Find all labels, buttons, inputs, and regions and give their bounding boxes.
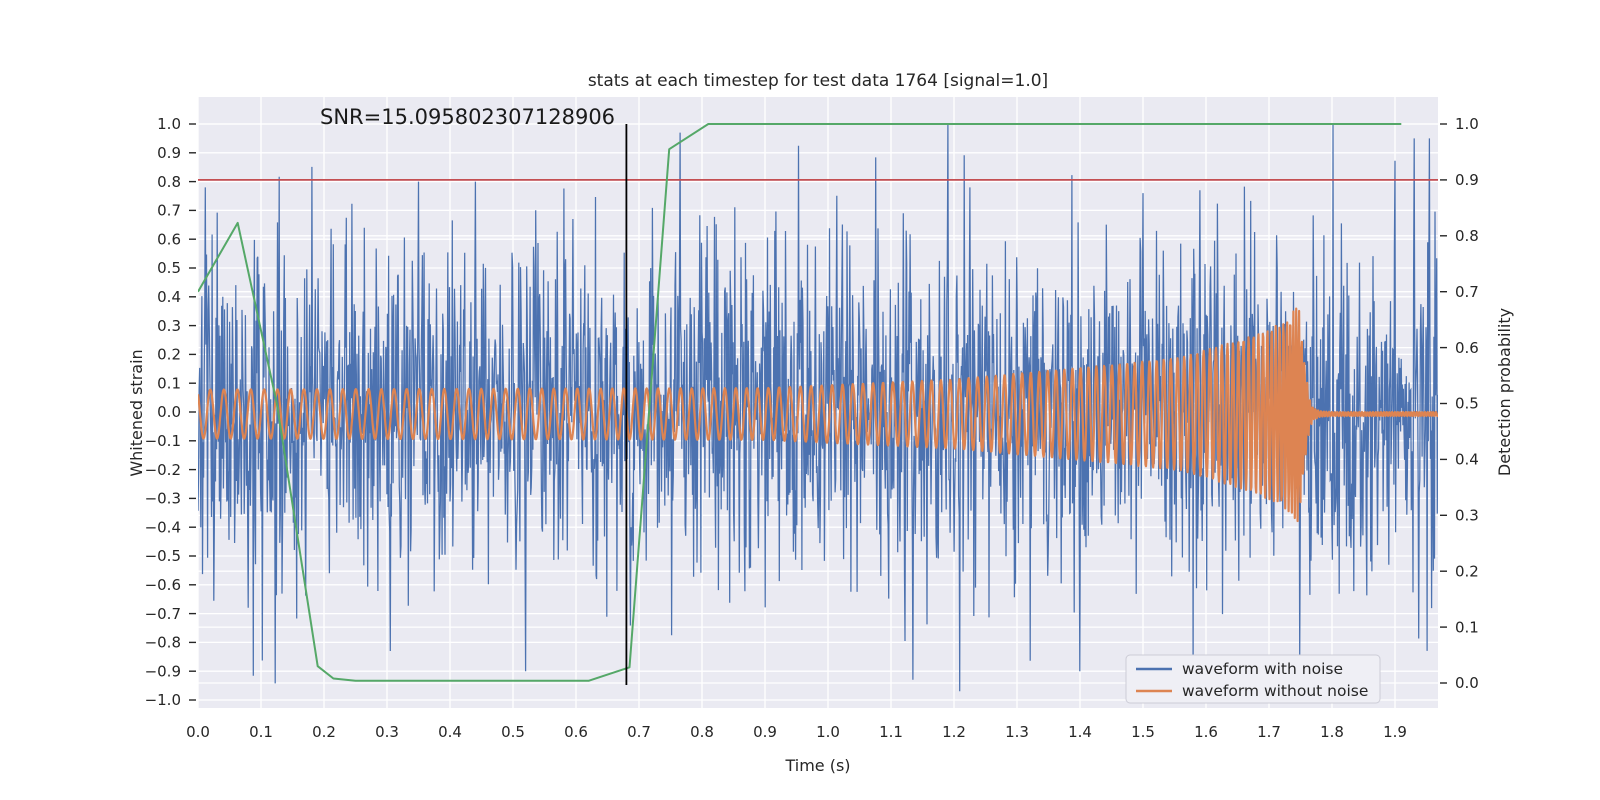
- x-axis-label: Time (s): [784, 756, 850, 775]
- right-y-tick-label: 0.0: [1455, 674, 1479, 692]
- left-y-tick-label: −1.0: [145, 691, 181, 709]
- legend-box: [1125, 654, 1381, 704]
- series-group: [198, 123, 1438, 692]
- left-y-tick-label: 0.3: [157, 317, 181, 335]
- detection-probability-line: [198, 123, 1402, 682]
- left-y-tick-label: −0.3: [145, 490, 181, 508]
- clean-waveform-line: [198, 307, 1438, 523]
- left-y-tick-label: 0.6: [157, 230, 181, 248]
- right-y-tick-label: 0.9: [1455, 171, 1479, 189]
- x-tick-label: 1.6: [1194, 723, 1218, 741]
- left-y-tick-label: −0.6: [145, 576, 181, 594]
- right-axis-ticks: 1.0 0.9 0.8 0.7 0.6 0.5 0.4 0.3 0.2 0.1 0.0: [1440, 115, 1479, 692]
- right-y-tick-label: 0.5: [1455, 395, 1479, 413]
- left-y-tick-label: −0.8: [145, 634, 181, 652]
- left-y-tick-label: −0.7: [145, 605, 181, 623]
- chart-title: stats at each timestep for test data 176…: [588, 71, 1048, 91]
- x-tick-label: 0.7: [627, 723, 651, 741]
- right-y-tick-label: 0.3: [1455, 507, 1479, 525]
- left-axis-ticks: 1.0 0.9 0.8 0.7 0.6 0.5 0.4 0.3 0.2 0.1 0.0 −0.1 −0.…: [145, 115, 196, 709]
- left-y-tick-label: 0.5: [157, 259, 181, 277]
- left-y-tick-label: 1.0: [157, 115, 181, 133]
- right-y-tick-label: 1.0: [1455, 115, 1479, 133]
- x-tick-label: 0.9: [753, 723, 777, 741]
- left-y-tick-label: 0.8: [157, 173, 181, 191]
- x-tick-label: 1.1: [879, 723, 903, 741]
- right-y-tick-label: 0.8: [1455, 227, 1479, 245]
- right-y-tick-label: 0.1: [1455, 618, 1479, 636]
- x-tick-label: 1.3: [1005, 723, 1029, 741]
- x-tick-label: 1.8: [1320, 723, 1344, 741]
- left-y-tick-label: −0.5: [145, 547, 181, 565]
- legend-label-noisy: waveform with noise: [1182, 660, 1343, 678]
- left-y-tick-label: 0.1: [157, 374, 181, 392]
- x-tick-label: 0.1: [249, 723, 273, 741]
- right-y-tick-label: 0.7: [1455, 283, 1479, 301]
- left-y-tick-label: −0.2: [145, 461, 181, 479]
- x-tick-label: 0.5: [501, 723, 525, 741]
- x-tick-label: 1.0: [816, 723, 840, 741]
- right-y-tick-label: 0.2: [1455, 562, 1479, 580]
- left-y-tick-label: 0.7: [157, 202, 181, 220]
- snr-annotation: SNR=15.095802307128906: [320, 105, 615, 129]
- legend-label-clean: waveform without noise: [1182, 682, 1368, 700]
- right-y-tick-label: 0.6: [1455, 339, 1479, 357]
- left-y-tick-label: 0.9: [157, 144, 181, 162]
- left-y-tick-label: 0.2: [157, 346, 181, 364]
- x-tick-label: 1.2: [942, 723, 966, 741]
- x-tick-label: 1.7: [1257, 723, 1281, 741]
- noisy-waveform-line: [198, 123, 1438, 692]
- right-y-axis-label: Detection probability: [1495, 308, 1514, 476]
- x-tick-label: 0.0: [186, 723, 210, 741]
- x-axis-ticks: 0.0 0.1 0.2 0.3 0.4 0.5 0.6 0.7 0.8 0.9 1.0 1.1 1.2 1…: [186, 723, 1407, 741]
- legend: waveform with noise waveform without noi…: [1125, 654, 1381, 704]
- left-y-tick-label: −0.1: [145, 432, 181, 450]
- x-tick-label: 0.8: [690, 723, 714, 741]
- x-tick-label: 0.2: [312, 723, 336, 741]
- left-y-tick-label: 0.0: [157, 403, 181, 421]
- x-tick-label: 0.6: [564, 723, 588, 741]
- x-tick-label: 0.4: [438, 723, 462, 741]
- left-y-tick-label: −0.9: [145, 662, 181, 680]
- right-y-tick-label: 0.4: [1455, 451, 1479, 469]
- left-y-tick-label: 0.4: [157, 288, 181, 306]
- x-tick-label: 0.3: [375, 723, 399, 741]
- left-y-tick-label: −0.4: [145, 518, 181, 536]
- x-tick-label: 1.5: [1131, 723, 1155, 741]
- x-tick-label: 1.4: [1068, 723, 1092, 741]
- x-tick-label: 1.9: [1383, 723, 1407, 741]
- left-y-axis-label: Whitened strain: [127, 349, 146, 476]
